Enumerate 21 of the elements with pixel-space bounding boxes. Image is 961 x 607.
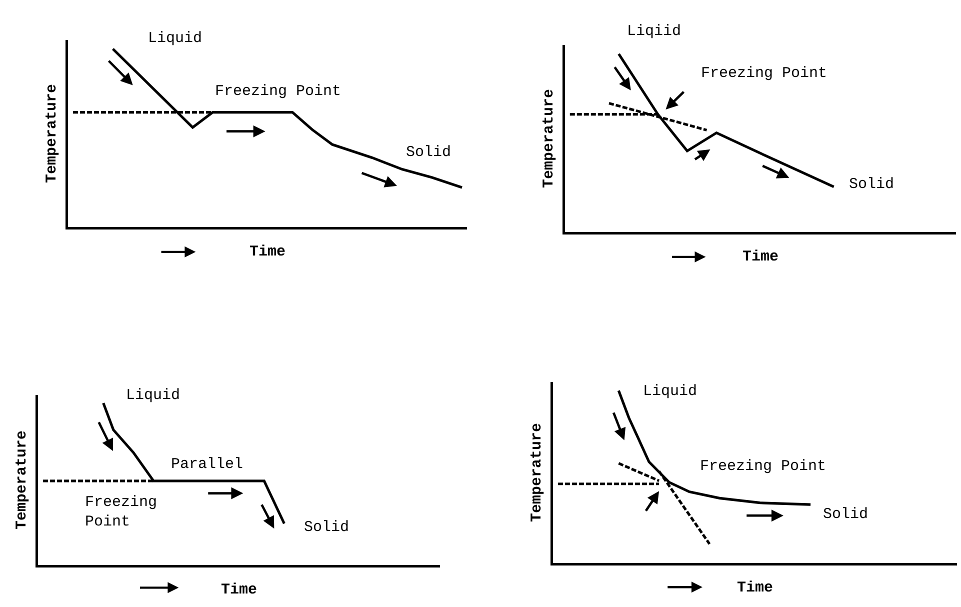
x-axis-title: Time — [742, 248, 779, 266]
annotation: Solid — [304, 519, 350, 536]
annotation: Solid — [823, 506, 868, 523]
y-axis-title: Temperature — [540, 88, 558, 188]
text: Liqiid — [627, 23, 682, 40]
annotation: Liquid — [126, 387, 180, 404]
annotation: Freezing Point — [701, 65, 828, 82]
y-axis-title: Temperature — [528, 422, 546, 522]
y-axis-title: Temperature — [14, 430, 31, 530]
annotation: Solid — [406, 144, 452, 161]
annotation: Freezing Point — [215, 83, 342, 100]
y-axis-title: Temperature — [44, 84, 61, 184]
x-axis-title: Time — [220, 582, 258, 599]
text: Liquid — [148, 30, 202, 47]
x-axis-title: Time — [249, 244, 286, 261]
annotation: Liquid — [643, 383, 698, 400]
annotation: Freezing Point — [85, 494, 158, 530]
annotation: Solid — [849, 176, 894, 193]
annotation: Freezing Point — [700, 458, 826, 475]
x-axis-title: Time — [736, 580, 774, 597]
annotation: Parallel — [171, 456, 244, 473]
